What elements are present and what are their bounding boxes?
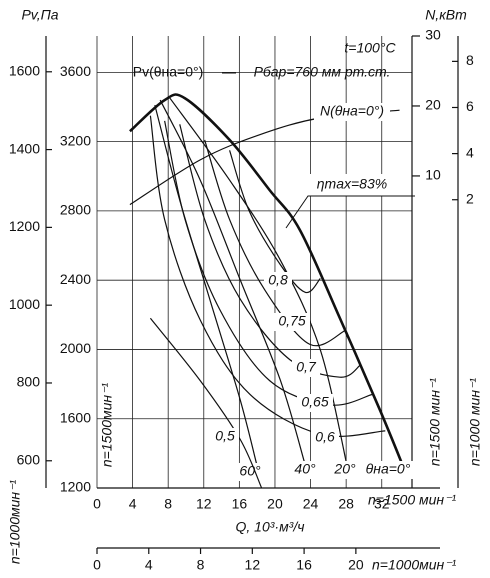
series-label: 0,7 (296, 359, 317, 375)
label-backdrop (306, 174, 398, 196)
y2-tick-label: 10 (425, 167, 441, 183)
label-backdrop (314, 103, 390, 121)
series-line (204, 139, 346, 347)
series-line (149, 317, 263, 489)
y2-outer-tick-label: 6 (466, 98, 474, 114)
series-label: θна=0° (366, 461, 411, 477)
y-tick-label: 3200 (60, 132, 91, 148)
y-tick-label: 2000 (60, 340, 91, 356)
series-line (129, 93, 407, 472)
series-label: 60° (239, 463, 261, 479)
series-label: 0,65 (301, 394, 328, 410)
x-tick-label: 16 (232, 496, 248, 512)
y2-tick-label: 30 (425, 27, 441, 43)
y-axis-title: Pv,Па (21, 7, 58, 23)
y-outer-tick-label: 1600 (9, 62, 40, 78)
label-backdrop (362, 461, 414, 479)
x-tick-label: 12 (196, 496, 212, 512)
y-tick-label: 3600 (60, 63, 91, 79)
y2-outer-speed-label: n=1000 мин⁻¹ (467, 378, 483, 466)
y-outer-tick-label: 800 (17, 374, 41, 390)
label-backdrop (264, 272, 292, 290)
y2-outer-tick-label: 4 (466, 144, 474, 160)
label-backdrop (274, 313, 310, 331)
y-tick-label: 1600 (60, 409, 91, 425)
series-label: 0,75 (278, 313, 305, 329)
x-tick-label: 24 (303, 496, 319, 512)
y-outer-speed-label: n=1000мин⁻¹ (7, 480, 23, 565)
leader-line (285, 195, 415, 229)
series-line (164, 120, 373, 406)
x-tick-label: 32 (374, 496, 390, 512)
series-label: 20° (333, 461, 356, 477)
x-tick-label: 20 (267, 496, 283, 512)
y-tick-label: 2800 (60, 202, 91, 218)
series-line (159, 99, 306, 466)
x2-tick-label: 12 (245, 557, 261, 573)
x-axis-title: Q, 10³·м³/ч (236, 519, 305, 535)
y2-speed-label: n=1500 мин⁻¹ (427, 378, 443, 466)
x2-speed-label: n=1000мин⁻¹ (372, 557, 457, 573)
x-speed-label: n=1500 мин⁻¹ (368, 492, 456, 508)
x-tick-label: 8 (164, 496, 172, 512)
x2-tick-label: 8 (197, 557, 205, 573)
y-outer-tick-label: 1400 (9, 140, 40, 156)
x2-tick-label: 0 (93, 557, 101, 573)
label-backdrop (292, 359, 320, 377)
x-tick-label: 28 (338, 496, 354, 512)
label-backdrop (211, 428, 239, 446)
annotation: Pv(θна=0°) (133, 64, 204, 80)
y2-tick-label: 20 (425, 97, 441, 113)
y2-outer-tick-label: 8 (466, 52, 474, 68)
x-tick-label: 4 (129, 496, 137, 512)
y-outer-tick-label: 600 (17, 451, 41, 467)
label-backdrop (311, 429, 339, 447)
annotation: t=100°C (344, 40, 396, 56)
x-tick-label: 0 (93, 496, 101, 512)
y-outer-tick-label: 1200 (9, 218, 40, 234)
x2-tick-label: 16 (296, 557, 312, 573)
series-label: 0,5 (215, 428, 235, 444)
series-label: 40° (294, 461, 316, 477)
series-label: N(θна=0°) (320, 103, 384, 119)
y2-axis-title: N,кВт (425, 7, 467, 23)
annotation: Pбар=760 мм рт.ст. (254, 64, 391, 80)
x2-tick-label: 20 (348, 557, 364, 573)
y2-outer-tick-label: 2 (466, 190, 474, 206)
y-tick-label: 1200 (60, 479, 91, 495)
label-backdrop (291, 461, 319, 479)
label-backdrop (297, 394, 333, 412)
series-label: 0,8 (268, 272, 288, 288)
y-tick-label: 2400 (60, 271, 91, 287)
series-line (154, 104, 259, 471)
series-line (169, 97, 349, 471)
series-line (179, 124, 361, 378)
series-line (229, 150, 321, 294)
annotation: ηmax=83% (317, 176, 387, 192)
label-backdrop (331, 461, 359, 479)
y-outer-tick-label: 1000 (9, 296, 40, 312)
series-label: 0,6 (315, 429, 335, 445)
x2-tick-label: 4 (145, 557, 153, 573)
y-speed-label: n=1500мин⁻¹ (99, 383, 115, 468)
